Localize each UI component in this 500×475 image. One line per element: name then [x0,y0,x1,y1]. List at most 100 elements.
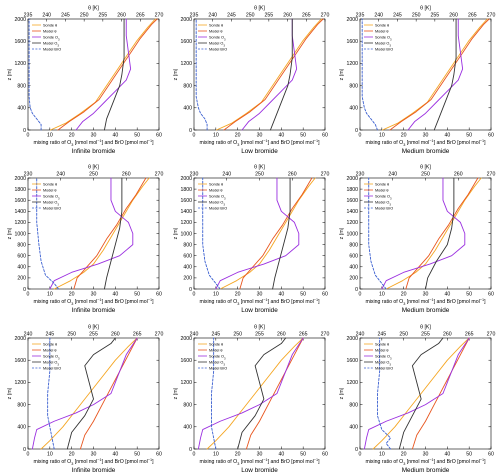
legend-label: Model BrO [43,366,61,370]
panel-caption: Low bromide [241,148,278,155]
x-axis-label: mixing ratio of O3 [nmol mol−1] and BrO … [199,298,320,306]
y-tick-label: 0 [23,447,26,453]
x-tick-label: 0 [27,133,30,139]
panel-caption: Infinite bromide [72,467,116,474]
series-sonde- [382,18,488,131]
top-tick-label: 260 [111,332,120,338]
legend-label: Model θ [43,188,57,192]
x-tick-label: 60 [322,452,328,458]
legend-label: Model BrO [375,366,393,370]
legend-label: Sonde θ [209,342,223,346]
y-tick-label: 200 [17,276,26,282]
series-model-o3 [269,18,293,131]
legend-label: Model O3 [209,360,225,366]
top-tick-label: 230 [24,172,33,178]
top-tick-label: 260 [449,13,458,19]
panel-8: 0 400 800 1200 1600 2000 0 10 20 30 40 50 60 240 245 25… [173,325,329,475]
top-tick-label: 235 [190,13,199,19]
top-tick-label: 270 [487,332,496,338]
series-sonde- [206,337,304,450]
legend-label: Model BrO [375,47,393,51]
y-tick-label: 2000 [180,336,192,342]
top-tick-label: 240 [388,172,397,178]
y-tick-label: 1600 [180,358,192,364]
panel-9: 0 400 800 1200 1600 2000 0 10 20 30 40 50 60 240 245 25… [339,325,495,475]
x-tick-label: 50 [134,292,140,298]
top-tick-label: 265 [302,13,311,19]
y-axis-label: z (m) [173,68,179,80]
y-tick-label: 400 [183,425,192,431]
x-axis-label: mixing ratio of O3 [nmol mol−1] and BrO … [365,298,486,306]
y-tick-label: 1200 [346,380,358,386]
top-tick-label: 245 [46,332,55,338]
series-model- [73,177,147,290]
x-tick-label: 40 [112,452,118,458]
x-tick-label: 50 [300,133,306,139]
top-tick-label: 270 [155,332,164,338]
x-axis-label: mixing ratio of O3 [nmol mol−1] and BrO … [199,139,320,147]
y-tick-label: 800 [17,83,26,89]
series-sonde-o3 [407,18,464,131]
legend-label: Sonde O3 [375,354,392,360]
legend-label: Sonde θ [375,23,389,27]
x-axis-label: mixing ratio of O3 [nmol mol−1] and BrO … [33,298,154,306]
x-tick-label: 60 [488,452,494,458]
x-axis-label: mixing ratio of O3 [nmol mol−1] and BrO … [33,139,154,147]
legend-label: Sonde O3 [375,35,392,41]
top-tick-label: 270 [155,13,164,19]
y-tick-label: 0 [355,447,358,453]
panel-caption: Medium bromide [402,307,450,314]
x-tick-label: 10 [213,292,219,298]
y-tick-label: 1600 [346,358,358,364]
x-tick-label: 20 [69,133,75,139]
legend-label: Model O3 [375,200,391,206]
top-tick-label: 260 [443,332,452,338]
series-model- [405,177,479,290]
top-tick-label: 265 [468,13,477,19]
x-tick-label: 40 [444,133,450,139]
x-axis-label: mixing ratio of O3 [nmol mol−1] and BrO … [365,139,486,147]
y-tick-label: 600 [183,254,192,260]
legend-label: Model BrO [209,47,227,51]
panel-7: 0 400 800 1200 1600 2000 0 10 20 30 40 50 60 240 245 25… [7,325,163,475]
x-tick-label: 10 [379,292,385,298]
y-tick-label: 2000 [180,176,192,182]
y-tick-label: 800 [349,242,358,248]
x-tick-label: 30 [257,452,263,458]
y-tick-label: 800 [17,402,26,408]
series-model- [389,18,490,131]
top-tick-label: 260 [288,172,297,178]
x-tick-label: 50 [466,452,472,458]
panel-caption: Low bromide [241,467,278,474]
x-tick-label: 20 [235,292,241,298]
x-tick-label: 20 [235,133,241,139]
x-tick-label: 10 [379,133,385,139]
x-tick-label: 30 [91,292,97,298]
x-tick-label: 0 [359,133,362,139]
top-tick-label: 255 [431,13,440,19]
y-axis-label: z (m) [339,387,345,399]
y-tick-label: 200 [183,276,192,282]
x-tick-label: 0 [193,452,196,458]
top-axis-label: θ [K] [420,325,431,331]
top-tick-label: 240 [208,13,217,19]
x-tick-label: 60 [322,292,328,298]
series-sonde- [53,177,150,290]
series-model-bro [36,177,60,290]
legend-label: Sonde θ [43,342,57,346]
legend-label: Model θ [209,348,223,352]
top-tick-label: 245 [393,13,402,19]
top-axis-label: θ [K] [88,325,99,331]
top-tick-label: 255 [99,13,108,19]
x-tick-label: 40 [278,452,284,458]
series-model-o3 [66,337,116,450]
y-tick-label: 1400 [180,209,192,215]
top-tick-label: 240 [42,13,51,19]
series-model-o3 [433,18,457,131]
legend-label: Sonde θ [375,342,389,346]
panel-caption: Infinite bromide [72,148,116,155]
legend-label: Model BrO [43,47,61,51]
y-tick-label: 0 [355,287,358,293]
top-tick-label: 230 [190,172,199,178]
legend-label: Sonde θ [43,182,57,186]
